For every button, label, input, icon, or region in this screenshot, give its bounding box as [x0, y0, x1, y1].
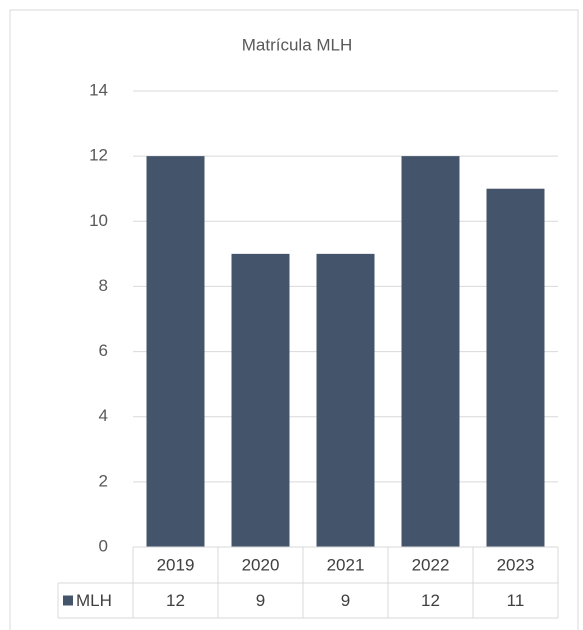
table-value: 9: [256, 591, 265, 610]
chart-border: [9, 9, 579, 630]
table-value: 11: [507, 591, 525, 610]
bar: [486, 188, 545, 547]
bar: [401, 156, 460, 547]
chart-title: Matrícula MLH: [242, 35, 353, 54]
legend-label: MLH: [76, 591, 112, 610]
y-tick-label: 4: [99, 406, 108, 425]
y-tick-label: 14: [89, 80, 108, 99]
x-tick-label: 2023: [497, 555, 535, 574]
legend-key: [63, 595, 73, 606]
x-tick-label: 2019: [157, 555, 195, 574]
y-tick-label: 10: [89, 211, 108, 230]
bar: [146, 156, 205, 547]
y-tick-label: 12: [89, 146, 108, 165]
x-tick-label: 2020: [242, 555, 280, 574]
table-value: 9: [341, 591, 350, 610]
y-tick-label: 8: [99, 276, 108, 295]
y-tick-label: 0: [99, 536, 108, 555]
y-tick-label: 2: [99, 471, 108, 490]
bar: [231, 253, 290, 547]
x-tick-label: 2021: [327, 555, 365, 574]
table-value: 12: [166, 591, 185, 610]
x-tick-label: 2022: [412, 555, 450, 574]
bar: [316, 253, 375, 547]
y-tick-label: 6: [99, 341, 108, 360]
table-value: 12: [421, 591, 440, 610]
